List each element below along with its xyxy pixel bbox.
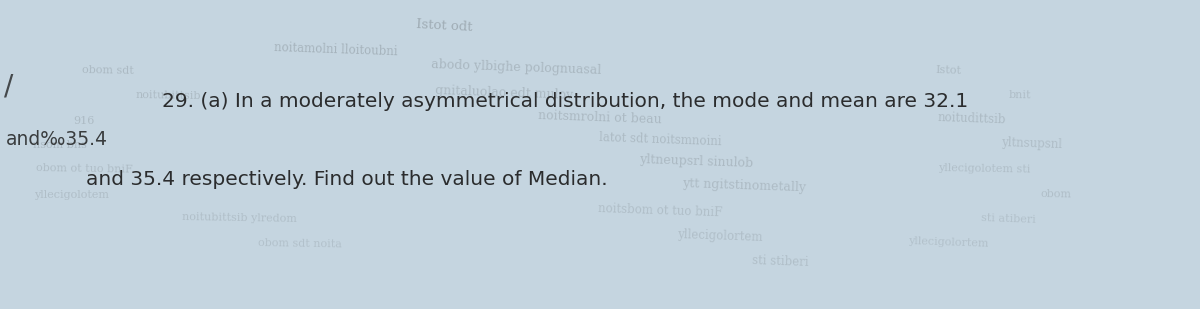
- Text: yllecigolotem: yllecigolotem: [35, 190, 109, 200]
- Text: noitsmrolni ot beau: noitsmrolni ot beau: [538, 109, 662, 127]
- Text: yllecigolortem: yllecigolortem: [677, 228, 763, 244]
- Text: latot sdt noitsmnoini: latot sdt noitsmnoini: [599, 131, 721, 148]
- Text: abodo ylbighe polognuasal: abodo ylbighe polognuasal: [431, 58, 601, 77]
- Text: ytt ngitstinometally: ytt ngitstinometally: [682, 177, 806, 195]
- Text: sti stiberi: sti stiberi: [751, 254, 809, 269]
- Text: Istot: Istot: [935, 65, 961, 76]
- Text: 29. (a) In a moderately asymmetrical distribution, the mode and mean are 32.1: 29. (a) In a moderately asymmetrical dis…: [162, 92, 968, 112]
- Text: 916: 916: [73, 116, 95, 125]
- Text: and 35.4 respectively. Find out the value of Median.: and 35.4 respectively. Find out the valu…: [86, 170, 608, 189]
- Text: and‰35.4: and‰35.4: [6, 129, 108, 149]
- Text: yltneupsrl sinulob: yltneupsrl sinulob: [638, 153, 754, 170]
- Text: yltnsupsnl: yltnsupsnl: [1001, 136, 1063, 151]
- Text: Istot odt: Istot odt: [415, 18, 473, 34]
- Text: yllecigolortem: yllecigolortem: [907, 236, 989, 249]
- Text: noitamolni lloitoubni: noitamolni lloitoubni: [274, 41, 398, 59]
- Text: noitubittsib: noitubittsib: [136, 90, 200, 101]
- Text: nsom bns: nsom bns: [34, 140, 86, 150]
- Text: noitubittsib ylredom: noitubittsib ylredom: [182, 213, 298, 224]
- Text: noitudittsib: noitudittsib: [937, 111, 1007, 127]
- Text: noitsbom ot tuo bniF: noitsbom ot tuo bniF: [598, 202, 722, 219]
- Text: gnitaluolao edt mulov: gnitaluolao edt mulov: [434, 84, 574, 102]
- Text: bnit: bnit: [1009, 91, 1031, 101]
- Text: sti atiberi: sti atiberi: [980, 213, 1036, 224]
- Text: obom: obom: [1040, 189, 1072, 200]
- Text: /: /: [4, 73, 13, 100]
- Text: obom ot tuo bniF: obom ot tuo bniF: [36, 163, 132, 175]
- Text: yllecigolotem sti: yllecigolotem sti: [937, 163, 1031, 175]
- Text: obom sdt: obom sdt: [82, 65, 134, 76]
- Text: obom sdt noita: obom sdt noita: [258, 238, 342, 249]
